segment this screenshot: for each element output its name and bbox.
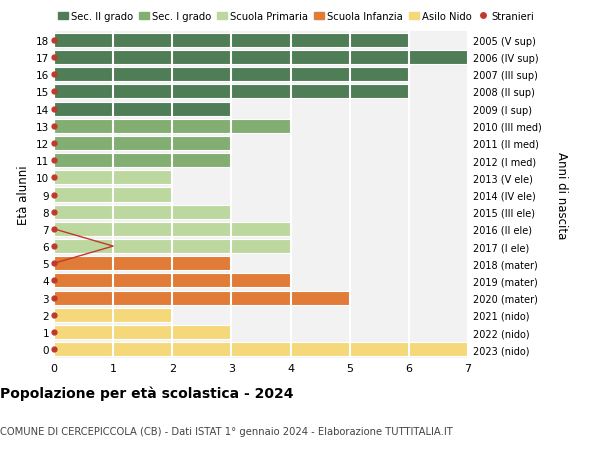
Y-axis label: Età alunni: Età alunni xyxy=(17,165,31,225)
Text: COMUNE DI CERCEPICCOLA (CB) - Dati ISTAT 1° gennaio 2024 - Elaborazione TUTTITAL: COMUNE DI CERCEPICCOLA (CB) - Dati ISTAT… xyxy=(0,426,453,436)
Bar xyxy=(54,342,468,357)
Legend: Sec. II grado, Sec. I grado, Scuola Primaria, Scuola Infanzia, Asilo Nido, Stran: Sec. II grado, Sec. I grado, Scuola Prim… xyxy=(54,8,538,26)
Bar xyxy=(54,240,290,253)
Bar xyxy=(54,205,232,219)
Bar xyxy=(54,171,172,185)
Bar xyxy=(54,154,232,168)
Y-axis label: Anni di nascita: Anni di nascita xyxy=(556,151,569,239)
Bar xyxy=(54,137,232,151)
Text: Popolazione per età scolastica - 2024: Popolazione per età scolastica - 2024 xyxy=(0,386,293,400)
Bar xyxy=(54,34,409,48)
Bar xyxy=(54,257,232,271)
Bar xyxy=(54,51,468,65)
Bar xyxy=(54,308,172,322)
Bar xyxy=(54,102,232,116)
Bar xyxy=(54,325,232,339)
Bar xyxy=(54,291,350,305)
Bar xyxy=(54,85,409,99)
Bar xyxy=(54,119,290,134)
Bar xyxy=(54,222,290,236)
Bar xyxy=(54,274,290,288)
Bar xyxy=(54,68,409,82)
Bar xyxy=(54,188,172,202)
